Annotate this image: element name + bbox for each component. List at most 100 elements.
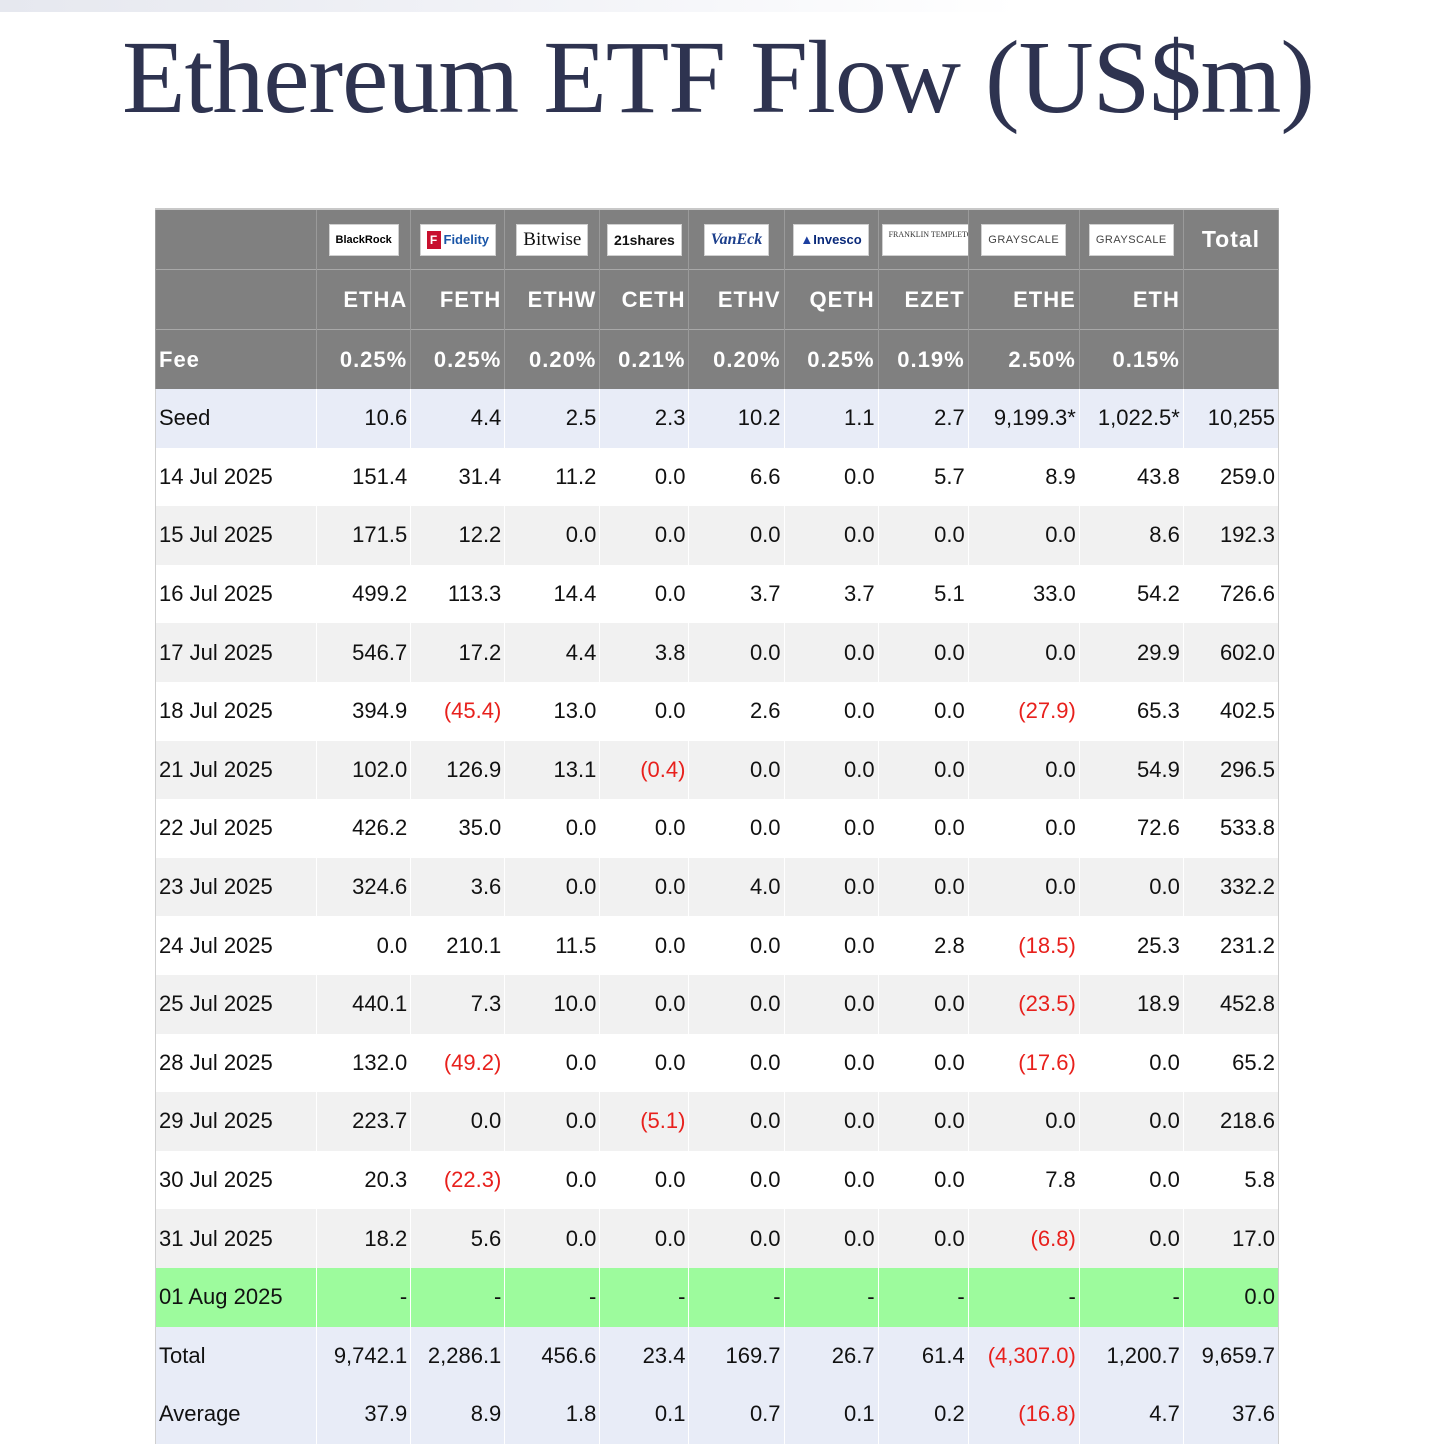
- flow-value-cell: 0.0: [504, 1092, 600, 1151]
- issuer-logo-cell: ▲Invesco: [783, 208, 879, 270]
- issuer-logo-cell: FRANKLIN TEMPLETON: [877, 208, 969, 270]
- ticker-corner-cell: [154, 269, 318, 330]
- row-label: 15 Jul 2025: [154, 506, 317, 565]
- fee-value: 0.21%: [599, 329, 690, 389]
- flow-value-cell: (16.8): [968, 1385, 1080, 1444]
- row-label: 25 Jul 2025: [154, 974, 317, 1034]
- blackrock-logo: BlackRock: [328, 223, 399, 256]
- flow-value-cell: 0.0: [968, 506, 1080, 565]
- row-total-cell: 65.2: [1183, 1033, 1280, 1093]
- issuer-logo-cell: Bitwise: [504, 208, 601, 270]
- row-label: 29 Jul 2025: [154, 1092, 317, 1151]
- table-row: 28 Jul 2025 132.0 (49.2) 0.0 0.0 0.0 0.0 0.0 (17…: [154, 1033, 1280, 1093]
- flow-value-cell: (0.4): [599, 740, 689, 800]
- flow-value-cell: 0.0: [784, 1092, 879, 1151]
- flow-value-cell: 1.8: [504, 1385, 600, 1444]
- flow-value-cell: 0.0: [878, 1150, 969, 1210]
- total-column-header: Total: [1182, 208, 1280, 270]
- flow-value-cell: 54.9: [1079, 740, 1184, 800]
- fee-header-row: Fee 0.25% 0.25% 0.20% 0.21% 0.20% 0.25% …: [154, 329, 1280, 389]
- flow-value-cell: 2.3: [599, 389, 689, 448]
- flow-value-cell: 14.4: [504, 564, 600, 624]
- flow-value-cell: (18.5): [968, 916, 1080, 975]
- fee-value: 0.19%: [877, 329, 969, 389]
- fidelity-mark-icon: F: [426, 231, 441, 250]
- flow-value-cell: -: [688, 1267, 785, 1327]
- row-total-cell: 533.8: [1183, 799, 1280, 858]
- average-row: Average 37.9 8.9 1.8 0.1 0.7 0.1 0.2 (16.8) 4.7 37…: [154, 1385, 1280, 1444]
- flow-value-cell: 0.0: [784, 623, 879, 682]
- flow-value-cell: 0.0: [504, 506, 600, 565]
- issuer-logo-cell: VanEck: [688, 208, 785, 270]
- flow-value-cell: 0.0: [1079, 1033, 1184, 1093]
- flow-value-cell: 12.2: [410, 506, 505, 565]
- flow-value-cell: 210.1: [410, 916, 505, 975]
- flow-value-cell: 10.2: [688, 389, 785, 448]
- flow-value-cell: 0.0: [968, 740, 1080, 800]
- table-row: 22 Jul 2025 426.2 35.0 0.0 0.0 0.0 0.0 0.0 0.0 72…: [154, 799, 1280, 858]
- flow-table-body: Seed 10.6 4.4 2.5 2.3 10.2 1.1 2.7 9,199.3* 1,022…: [154, 389, 1280, 1444]
- flow-value-cell: 31.4: [410, 447, 505, 507]
- row-label: 18 Jul 2025: [154, 681, 317, 741]
- flow-value-cell: 0.7: [688, 1385, 785, 1444]
- flow-value-cell: 0.0: [599, 857, 689, 917]
- flow-value-cell: 11.5: [504, 916, 600, 975]
- table-row: 23 Jul 2025 324.6 3.6 0.0 0.0 4.0 0.0 0.0 0.0 0.0…: [154, 857, 1280, 917]
- table-row: 30 Jul 2025 20.3 (22.3) 0.0 0.0 0.0 0.0 0.0 7.8 0…: [154, 1150, 1280, 1210]
- flow-value-cell: 0.0: [784, 740, 879, 800]
- flow-value-cell: 0.0: [504, 1150, 600, 1210]
- flow-value-cell: 0.0: [599, 974, 689, 1034]
- flow-value-cell: 25.3: [1079, 916, 1184, 975]
- row-total-cell: 5.8: [1183, 1150, 1280, 1210]
- flow-value-cell: 9,199.3*: [968, 389, 1080, 448]
- top-gradient-strip: [0, 0, 1456, 12]
- ticker-header: ETHE: [967, 269, 1080, 330]
- ticker-header-row: ETHA FETH ETHW CETH ETHV QETH EZET ETHE …: [154, 269, 1280, 330]
- fidelity-logo-text: Fidelity: [443, 231, 490, 247]
- row-total-cell: 726.6: [1183, 564, 1280, 624]
- flow-value-cell: 0.0: [688, 1092, 785, 1151]
- flow-value-cell: (27.9): [968, 681, 1080, 741]
- flow-value-cell: (49.2): [410, 1033, 505, 1093]
- row-label: 16 Jul 2025: [154, 564, 317, 624]
- flow-value-cell: 1,200.7: [1079, 1326, 1184, 1386]
- row-total-cell: 402.5: [1183, 681, 1280, 741]
- flow-value-cell: 61.4: [878, 1326, 969, 1386]
- flow-value-cell: -: [410, 1267, 505, 1327]
- flow-value-cell: 3.7: [688, 564, 785, 624]
- flow-value-cell: 0.0: [784, 681, 879, 741]
- table-row: 29 Jul 2025 223.7 0.0 0.0 (5.1) 0.0 0.0 0.0 0.0 0…: [154, 1092, 1280, 1151]
- flow-value-cell: 0.0: [688, 623, 785, 682]
- row-label: 31 Jul 2025: [154, 1209, 317, 1268]
- row-label: Seed: [154, 389, 317, 448]
- flow-value-cell: 0.0: [784, 799, 879, 858]
- table-row: 16 Jul 2025 499.2 113.3 14.4 0.0 3.7 3.7 5.1 33.…: [154, 564, 1280, 624]
- flow-value-cell: 3.8: [599, 623, 689, 682]
- 21shares-logo: 21shares: [607, 223, 682, 256]
- flow-value-cell: 23.4: [599, 1326, 689, 1386]
- flow-value-cell: 0.0: [784, 1033, 879, 1093]
- flow-value-cell: 3.6: [410, 857, 505, 917]
- flow-value-cell: 0.0: [878, 1209, 969, 1268]
- flow-value-cell: 9,742.1: [316, 1326, 411, 1386]
- flow-value-cell: 37.9: [316, 1385, 411, 1444]
- flow-value-cell: 43.8: [1079, 447, 1184, 507]
- flow-value-cell: 0.0: [599, 506, 689, 565]
- issuer-logo-cell: F Fidelity: [410, 208, 506, 270]
- issuer-logo-cell: 21shares: [599, 208, 690, 270]
- flow-value-cell: 0.0: [316, 916, 411, 975]
- flow-value-cell: 0.0: [784, 506, 879, 565]
- flow-value-cell: 0.0: [688, 916, 785, 975]
- flow-value-cell: 0.0: [878, 1092, 969, 1151]
- fidelity-logo: F Fidelity: [419, 223, 497, 256]
- table-row: 24 Jul 2025 0.0 210.1 11.5 0.0 0.0 0.0 2.8 (18.5…: [154, 916, 1280, 975]
- table-row: 17 Jul 2025 546.7 17.2 4.4 3.8 0.0 0.0 0.0 0.0 29…: [154, 623, 1280, 682]
- flow-value-cell: 2.7: [878, 389, 969, 448]
- row-total-cell: 259.0: [1183, 447, 1280, 507]
- row-label: Total: [154, 1326, 317, 1386]
- row-label: 28 Jul 2025: [154, 1033, 317, 1093]
- flow-value-cell: 5.1: [878, 564, 969, 624]
- flow-value-cell: 29.9: [1079, 623, 1184, 682]
- flow-value-cell: 54.2: [1079, 564, 1184, 624]
- flow-value-cell: 0.0: [688, 1033, 785, 1093]
